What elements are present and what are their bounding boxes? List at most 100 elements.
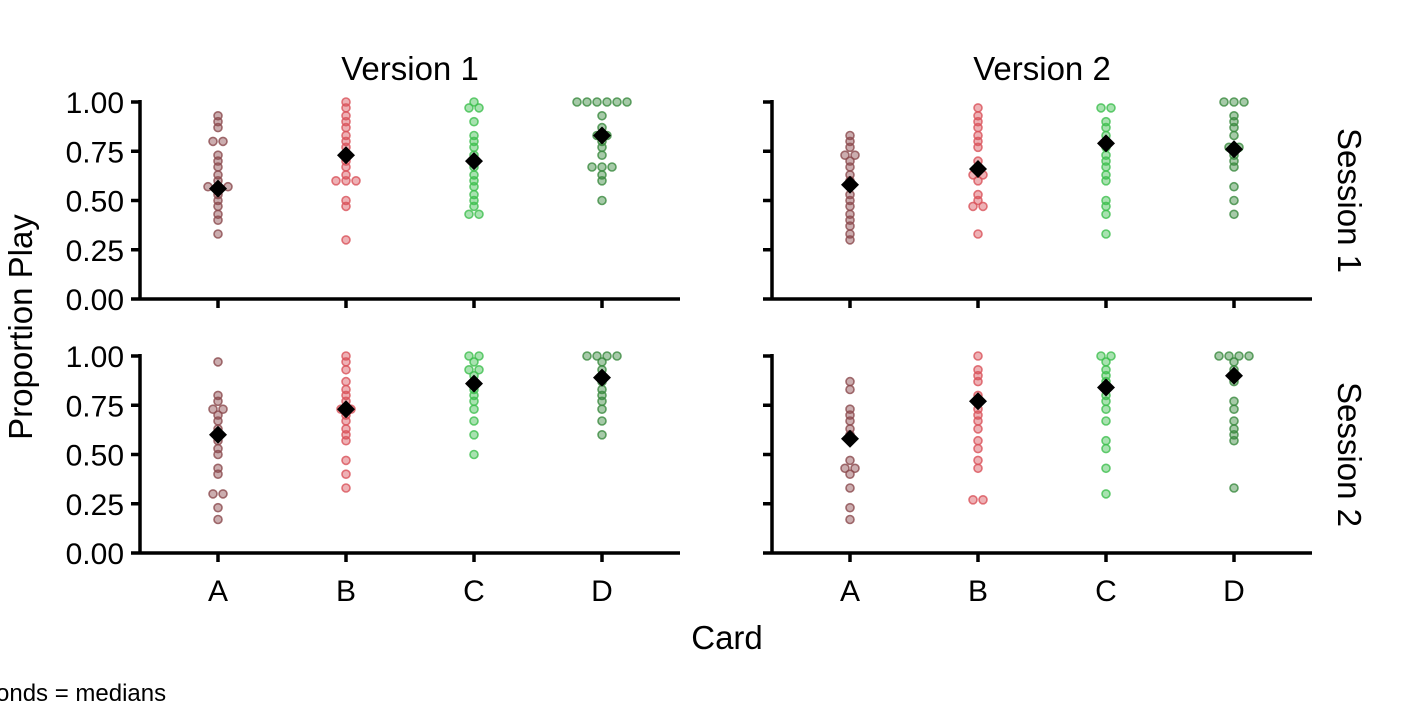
data-point-D xyxy=(1229,97,1239,107)
data-point-D xyxy=(612,351,622,361)
chart-caption: onds = medians xyxy=(0,680,166,707)
data-point-A xyxy=(845,483,855,493)
data-point-D xyxy=(597,195,607,206)
x-tick-label: C xyxy=(463,575,485,608)
data-point-A xyxy=(218,404,228,414)
data-point-B xyxy=(341,455,351,466)
data-point-D xyxy=(1229,209,1239,220)
data-point-D xyxy=(582,351,592,361)
data-point-B xyxy=(341,103,351,113)
row-strip-label: Session 2 xyxy=(1331,382,1368,527)
data-point-D xyxy=(597,176,607,186)
data-point-B xyxy=(968,495,978,505)
data-point-C xyxy=(1101,357,1111,367)
data-point-A xyxy=(213,449,223,460)
data-point-A xyxy=(208,489,218,499)
data-point-D xyxy=(1229,195,1239,206)
data-point-D xyxy=(1244,351,1254,361)
data-point-B xyxy=(973,376,983,387)
median-marker-C xyxy=(465,152,483,171)
data-point-B xyxy=(351,176,361,186)
y-tick-label: 0.50 xyxy=(66,186,124,219)
data-point-B xyxy=(978,495,988,505)
data-point-C xyxy=(1101,209,1111,220)
data-point-A xyxy=(845,416,855,426)
data-point-C xyxy=(469,404,479,414)
data-point-D xyxy=(602,97,612,107)
median-marker-D xyxy=(1225,140,1243,159)
data-point-D xyxy=(602,351,612,361)
x-tick-label: A xyxy=(208,575,228,608)
x-tick-label: D xyxy=(1223,575,1245,608)
data-point-B xyxy=(973,455,983,466)
data-point-C xyxy=(1101,396,1111,407)
data-point-A xyxy=(213,215,223,225)
data-point-B xyxy=(973,416,983,426)
data-point-C xyxy=(464,209,474,220)
data-point-A xyxy=(218,489,228,499)
data-point-D xyxy=(597,142,607,153)
data-point-C xyxy=(469,429,479,440)
data-point-B xyxy=(973,142,983,153)
data-point-D xyxy=(597,429,607,440)
data-point-D xyxy=(597,110,607,121)
data-point-A xyxy=(845,376,855,387)
data-point-B xyxy=(973,229,983,239)
data-point-C xyxy=(1101,201,1111,212)
data-point-C xyxy=(474,364,484,375)
data-point-B xyxy=(973,195,983,206)
data-point-D xyxy=(1229,416,1239,426)
data-point-C xyxy=(1101,435,1111,446)
data-point-A xyxy=(213,514,223,525)
data-point-A xyxy=(845,502,855,513)
data-point-D xyxy=(607,162,617,172)
median-marker-B xyxy=(337,400,355,419)
data-point-B xyxy=(978,201,988,212)
data-point-A xyxy=(845,235,855,245)
data-point-A xyxy=(845,142,855,153)
median-marker-D xyxy=(593,126,611,145)
data-point-C xyxy=(469,449,479,460)
data-point-D xyxy=(1234,351,1244,361)
y-tick-label: 0.25 xyxy=(66,235,124,268)
data-point-D xyxy=(597,357,607,367)
data-point-D xyxy=(587,162,597,172)
data-point-D xyxy=(622,97,632,107)
data-point-D xyxy=(1229,396,1239,407)
data-point-B xyxy=(973,424,983,434)
y-tick-label: 1.00 xyxy=(66,87,124,120)
data-point-A xyxy=(213,357,223,367)
x-tick-label: B xyxy=(968,575,988,608)
data-point-D xyxy=(1224,351,1234,361)
data-point-C xyxy=(469,116,479,127)
data-point-C xyxy=(469,416,479,426)
data-point-A xyxy=(845,469,855,480)
x-tick-label: A xyxy=(840,575,860,608)
data-point-C xyxy=(1101,416,1111,426)
data-point-D xyxy=(1219,97,1229,107)
data-point-B xyxy=(973,122,983,133)
data-point-B xyxy=(341,357,351,367)
data-point-D xyxy=(1229,181,1239,192)
data-point-A xyxy=(850,463,860,474)
x-tick-label: C xyxy=(1095,575,1117,608)
x-tick-label: D xyxy=(591,575,613,608)
median-marker-C xyxy=(465,374,483,393)
y-axis-title: Proportion Play xyxy=(2,214,39,440)
data-point-C xyxy=(1101,404,1111,414)
data-point-A xyxy=(845,162,855,172)
data-point-D xyxy=(592,351,602,361)
data-point-A xyxy=(845,455,855,466)
data-point-D xyxy=(1229,122,1239,133)
y-tick-label: 0.50 xyxy=(66,440,124,473)
data-point-A xyxy=(213,201,223,212)
data-point-A xyxy=(845,384,855,395)
column-strip-label: Version 2 xyxy=(973,50,1111,87)
median-marker-B xyxy=(337,146,355,165)
data-point-D xyxy=(1229,435,1239,446)
y-tick-label: 1.00 xyxy=(66,341,124,374)
data-point-C xyxy=(474,103,484,113)
median-marker-A xyxy=(209,425,227,444)
data-point-A xyxy=(850,150,860,160)
